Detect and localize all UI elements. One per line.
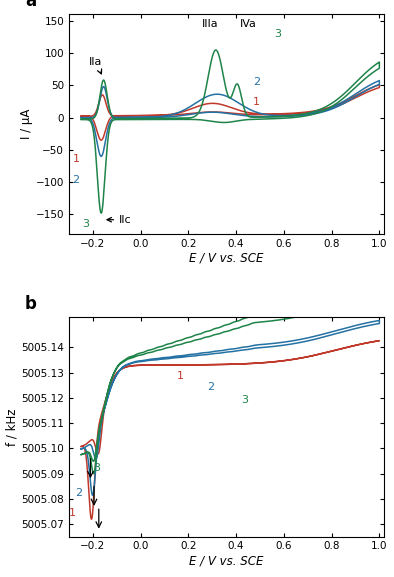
X-axis label: E / V vs. SCE: E / V vs. SCE	[190, 554, 264, 567]
Text: 2: 2	[208, 383, 215, 392]
Text: 1: 1	[72, 153, 80, 163]
Text: IIa: IIa	[89, 57, 102, 74]
Text: IIc: IIc	[107, 215, 132, 225]
Text: IIIa: IIIa	[201, 20, 218, 29]
Text: 2: 2	[253, 77, 260, 87]
Text: b: b	[25, 295, 37, 313]
Text: 3: 3	[241, 395, 248, 405]
Text: 3: 3	[274, 29, 281, 39]
Text: 2: 2	[72, 175, 80, 185]
Text: 2: 2	[75, 488, 82, 499]
Y-axis label: I / μA: I / μA	[20, 109, 33, 139]
Text: 1: 1	[69, 508, 76, 519]
X-axis label: E / V vs. SCE: E / V vs. SCE	[190, 252, 264, 264]
Text: IVa: IVa	[240, 20, 256, 29]
Text: 3: 3	[82, 219, 89, 230]
Text: 1: 1	[253, 97, 260, 107]
Y-axis label: f / kHz: f / kHz	[6, 408, 19, 445]
Text: 1: 1	[177, 371, 183, 381]
Text: a: a	[25, 0, 36, 10]
Text: 3: 3	[93, 463, 100, 473]
